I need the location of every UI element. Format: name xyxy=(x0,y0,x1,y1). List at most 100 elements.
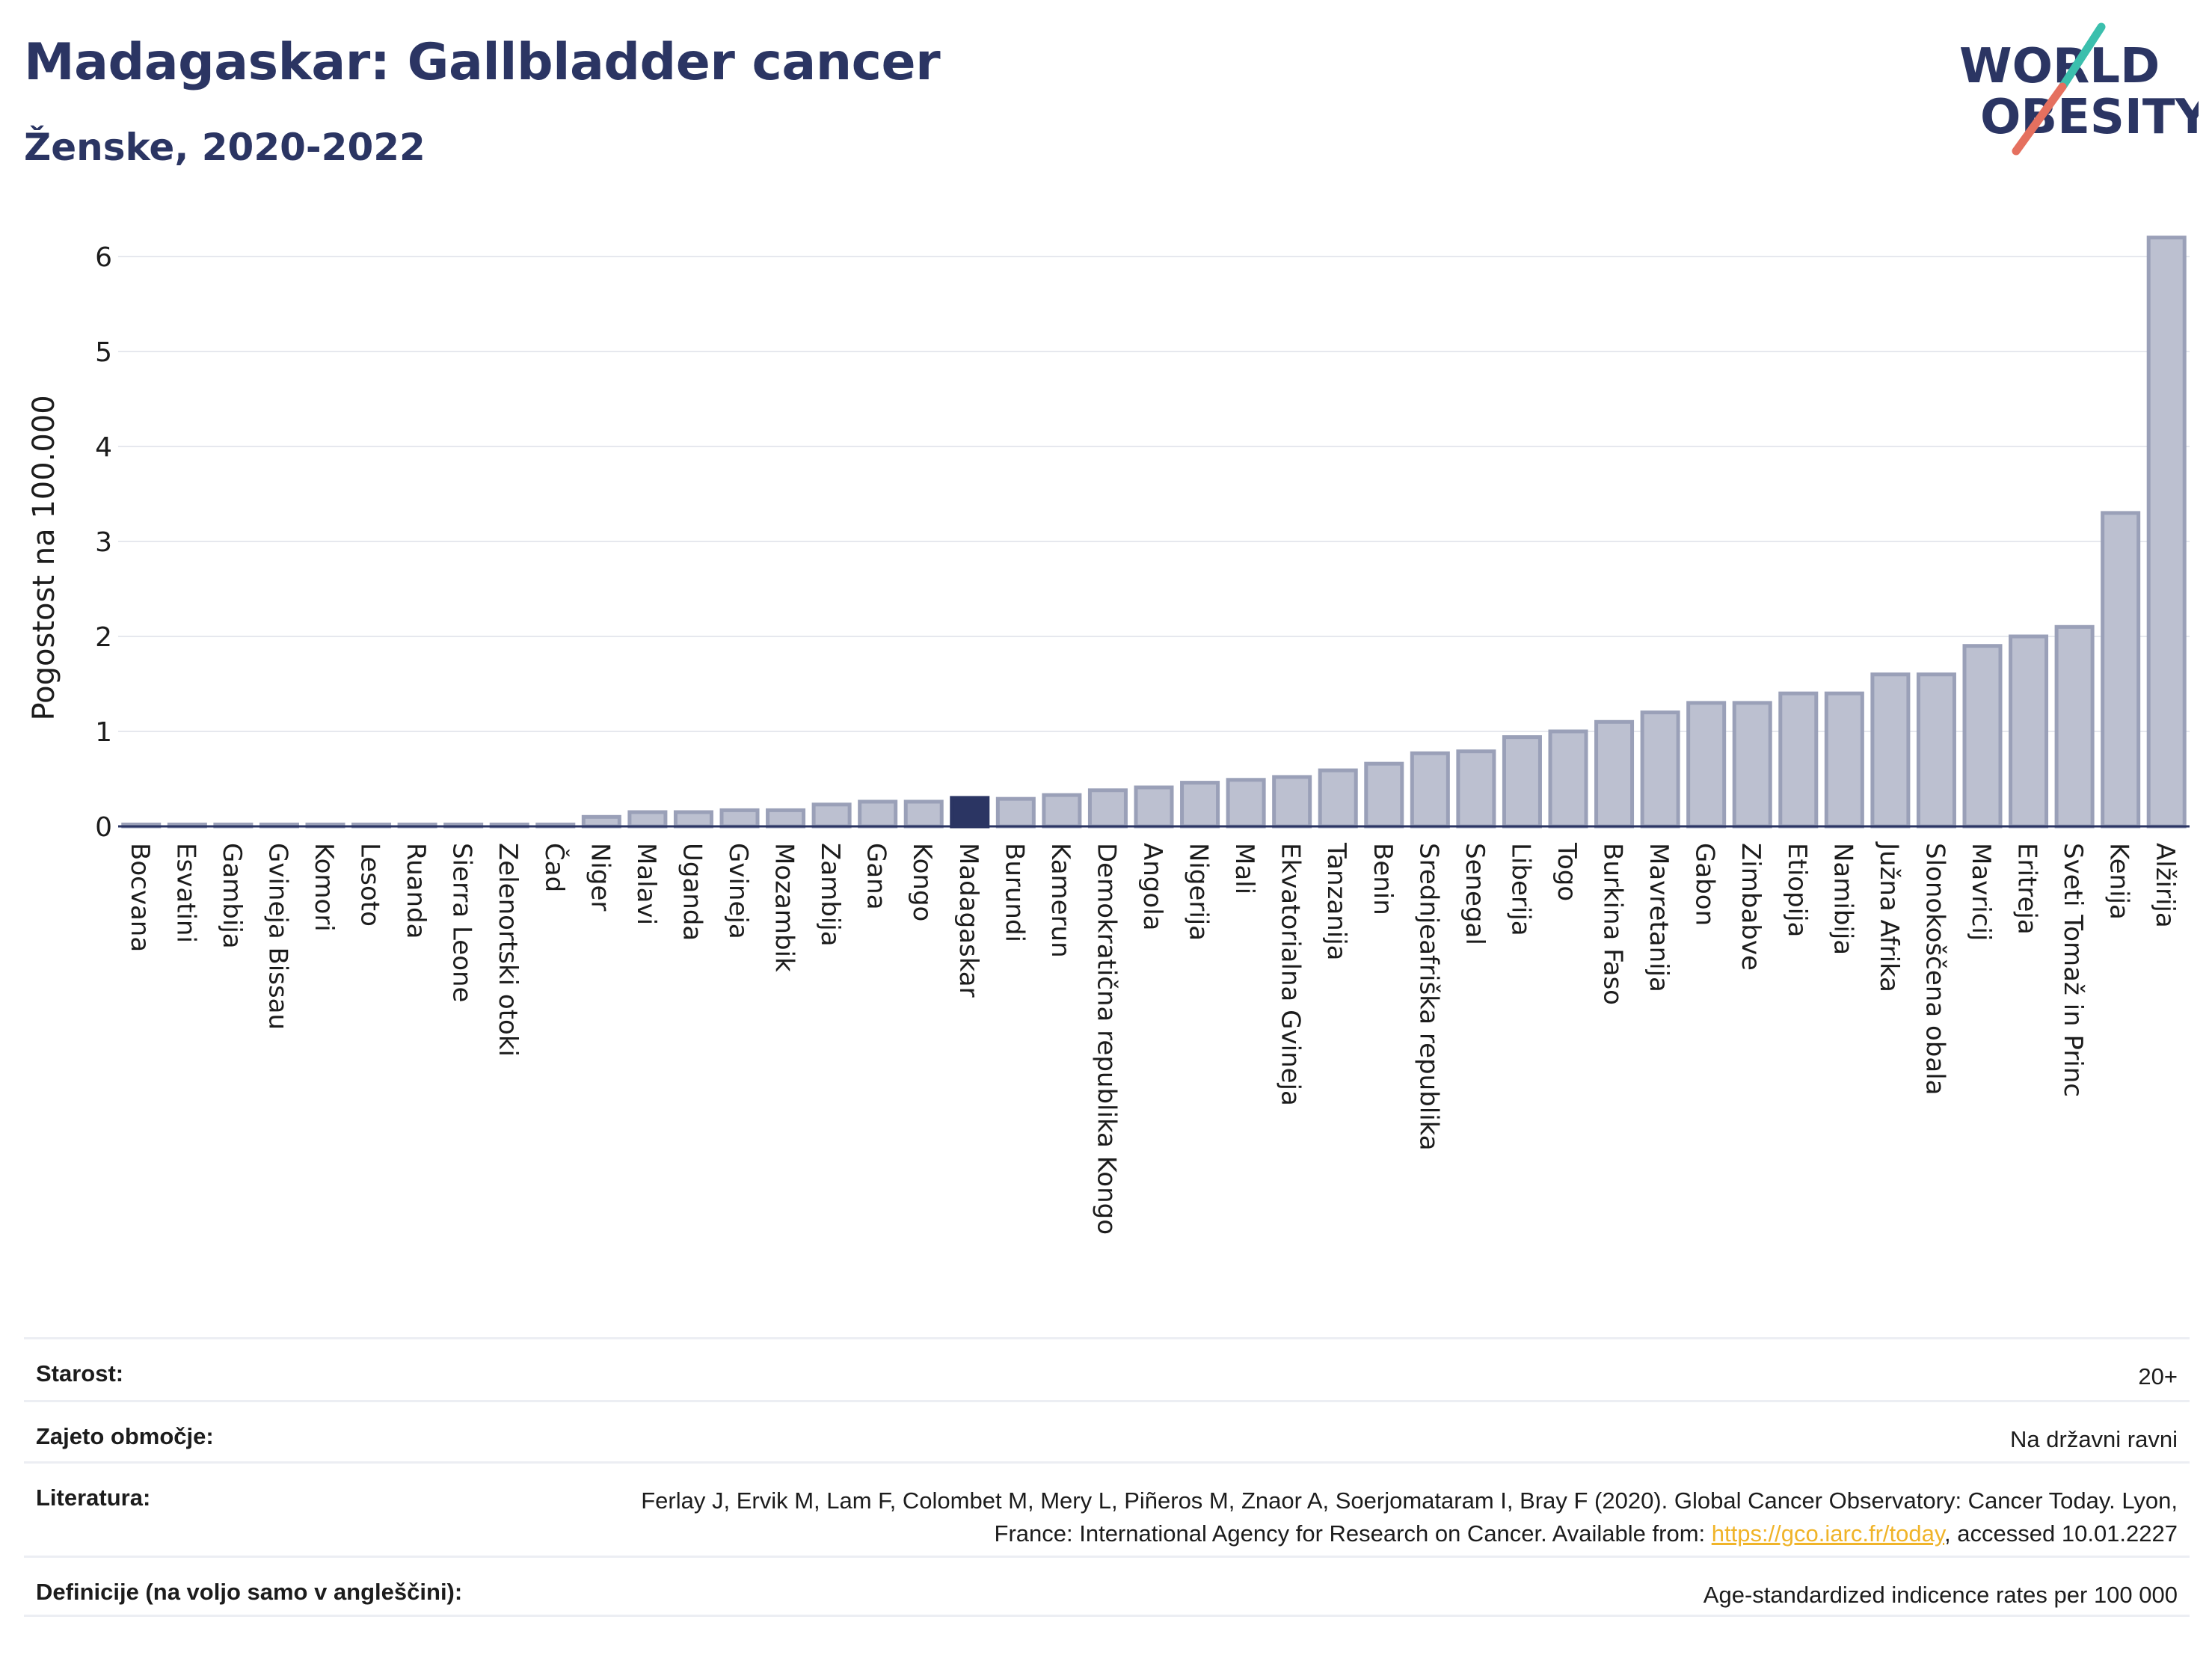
x-tick-label: Benin xyxy=(1368,843,1398,915)
logo-slash-red xyxy=(2012,82,2067,156)
x-tick-label: Gvineja xyxy=(723,843,753,939)
bar xyxy=(858,799,898,829)
info-value-definitions: Age-standardized indicence rates per 100… xyxy=(1703,1582,2178,1608)
x-tick-label: Demokratična republika Kongo xyxy=(1091,843,1121,1235)
x-tick-label: Gambija xyxy=(217,843,247,949)
info-label-age: Starost: xyxy=(36,1360,124,1387)
bar xyxy=(2146,236,2187,829)
x-tick-label: Zambija xyxy=(815,843,845,947)
x-tick-label: Sierra Leone xyxy=(447,843,477,1002)
x-tick-label: Uganda xyxy=(677,843,707,941)
chart-title: Madagaskar: Gallbladder cancer xyxy=(24,33,941,92)
bar xyxy=(1916,672,1956,829)
x-axis-ticks: Bocvana Esvatini Gambija Gvineja Bissau Komo… xyxy=(125,841,2180,1235)
world-obesity-logo: WORLD OBESITY xyxy=(1959,22,2199,156)
grid-lines xyxy=(118,256,2190,732)
y-tick-label: 5 xyxy=(95,337,112,368)
info-row-literature: Literatura: Ferlay J, Ervik M, Lam F, Co… xyxy=(24,1461,2190,1556)
x-tick-label: Srednjeafriška republika xyxy=(1413,843,1443,1151)
y-tick-label: 4 xyxy=(95,432,112,463)
bar xyxy=(1134,785,1174,829)
x-tick-label: Ruanda xyxy=(401,843,431,939)
bar xyxy=(1962,644,2003,829)
x-tick-label: Nigerija xyxy=(1184,843,1214,941)
x-tick-label: Gvineja Bissau xyxy=(262,843,292,1030)
bar xyxy=(995,796,1036,829)
y-tick-label: 1 xyxy=(95,717,112,748)
bar xyxy=(1272,775,1312,829)
x-tick-label: Bocvana xyxy=(125,843,155,952)
x-tick-label: Burundi xyxy=(999,843,1029,942)
x-tick-label: Angola xyxy=(1137,843,1167,930)
bar xyxy=(1870,672,1911,829)
bar xyxy=(627,810,668,829)
bar xyxy=(2009,634,2049,829)
y-tick-label: 0 xyxy=(95,812,112,843)
info-value-coverage: Na državni ravni xyxy=(2010,1426,2178,1452)
bar-highlighted xyxy=(950,796,990,829)
x-tick-label: Komori xyxy=(309,843,339,932)
info-label-literature: Literatura: xyxy=(36,1484,151,1511)
x-tick-label: Čad xyxy=(539,843,570,892)
info-row-age: Starost: 20+ xyxy=(24,1337,2190,1400)
literature-link[interactable]: https://gco.iarc.fr/today xyxy=(1711,1520,1945,1547)
x-tick-label: Namibija xyxy=(1828,843,1858,955)
x-tick-label: Zimbabve xyxy=(1736,843,1766,971)
literature-accessed: , accessed 10.01.2227 xyxy=(1944,1520,2178,1547)
x-tick-label: Malavi xyxy=(631,843,661,925)
info-row-definitions: Definicije (na voljo samo v angleščini):… xyxy=(24,1556,2190,1617)
bar xyxy=(719,808,760,829)
x-tick-label: Kongo xyxy=(907,843,937,921)
bar xyxy=(1778,691,1819,829)
x-tick-label: Sveti Tomaž in Princ xyxy=(2058,843,2088,1097)
x-tick-label: Esvatini xyxy=(170,843,200,943)
bar xyxy=(1686,701,1727,829)
info-row-coverage: Zajeto območje: Na državni ravni xyxy=(24,1400,2190,1461)
x-tick-label: Mali xyxy=(1229,843,1259,894)
x-tick-label: Burkina Faso xyxy=(1598,843,1628,1005)
bar xyxy=(1824,691,1864,829)
bar xyxy=(1548,729,1588,829)
bar xyxy=(1456,749,1496,829)
x-tick-label: Gana xyxy=(861,843,891,910)
y-tick-label: 6 xyxy=(95,242,112,273)
bar xyxy=(1410,751,1450,829)
bar xyxy=(766,808,806,829)
info-table: Starost: 20+ Zajeto območje: Na državni … xyxy=(24,1337,2190,1617)
bar xyxy=(1594,719,1635,829)
literature-citation: Ferlay J, Ervik M, Lam F, Colombet M, Me… xyxy=(641,1487,2178,1547)
x-tick-label: Južna Afrika xyxy=(1874,841,1904,992)
y-axis-ticks: 0 1 2 3 4 5 6 xyxy=(95,242,112,843)
x-tick-label: Madagaskar xyxy=(953,843,983,998)
bar xyxy=(1042,793,1082,829)
bar xyxy=(1180,781,1220,829)
bar-chart: 0 1 2 3 4 5 6 Pogostost na 100.000 Bocvana Esva… xyxy=(27,236,2190,1235)
y-tick-label: 2 xyxy=(95,622,112,653)
x-tick-label: Kenija xyxy=(2104,843,2134,920)
logo-slash-teal xyxy=(2058,22,2106,91)
bar xyxy=(1318,768,1358,829)
bar xyxy=(1640,710,1680,829)
bar xyxy=(581,814,621,829)
bar xyxy=(1087,788,1128,829)
x-tick-label: Mavricij xyxy=(1966,843,1996,941)
y-axis-label: Pogostost na 100.000 xyxy=(27,395,61,720)
bar xyxy=(1364,761,1404,829)
x-tick-label: Niger xyxy=(585,843,615,911)
bar xyxy=(2054,624,2095,829)
x-tick-label: Lesoto xyxy=(355,843,385,927)
chart-subtitle: Ženske, 2020-2022 xyxy=(24,126,425,169)
info-value-age: 20+ xyxy=(2138,1363,2178,1390)
x-tick-label: Slonokoščena obala xyxy=(1920,843,1950,1095)
info-value-literature: Ferlay J, Ervik M, Lam F, Colombet M, Me… xyxy=(607,1484,2178,1550)
bar xyxy=(1732,701,1772,829)
x-tick-label: Kamerun xyxy=(1045,843,1075,958)
x-tick-label: Tanzanija xyxy=(1321,842,1351,960)
x-tick-label: Etiopija xyxy=(1782,843,1812,937)
bars xyxy=(121,236,2187,829)
x-tick-label: Togo xyxy=(1552,842,1582,901)
bar xyxy=(903,799,944,829)
bar xyxy=(811,802,852,829)
x-tick-label: Senegal xyxy=(1460,843,1490,945)
bar xyxy=(2101,511,2141,829)
